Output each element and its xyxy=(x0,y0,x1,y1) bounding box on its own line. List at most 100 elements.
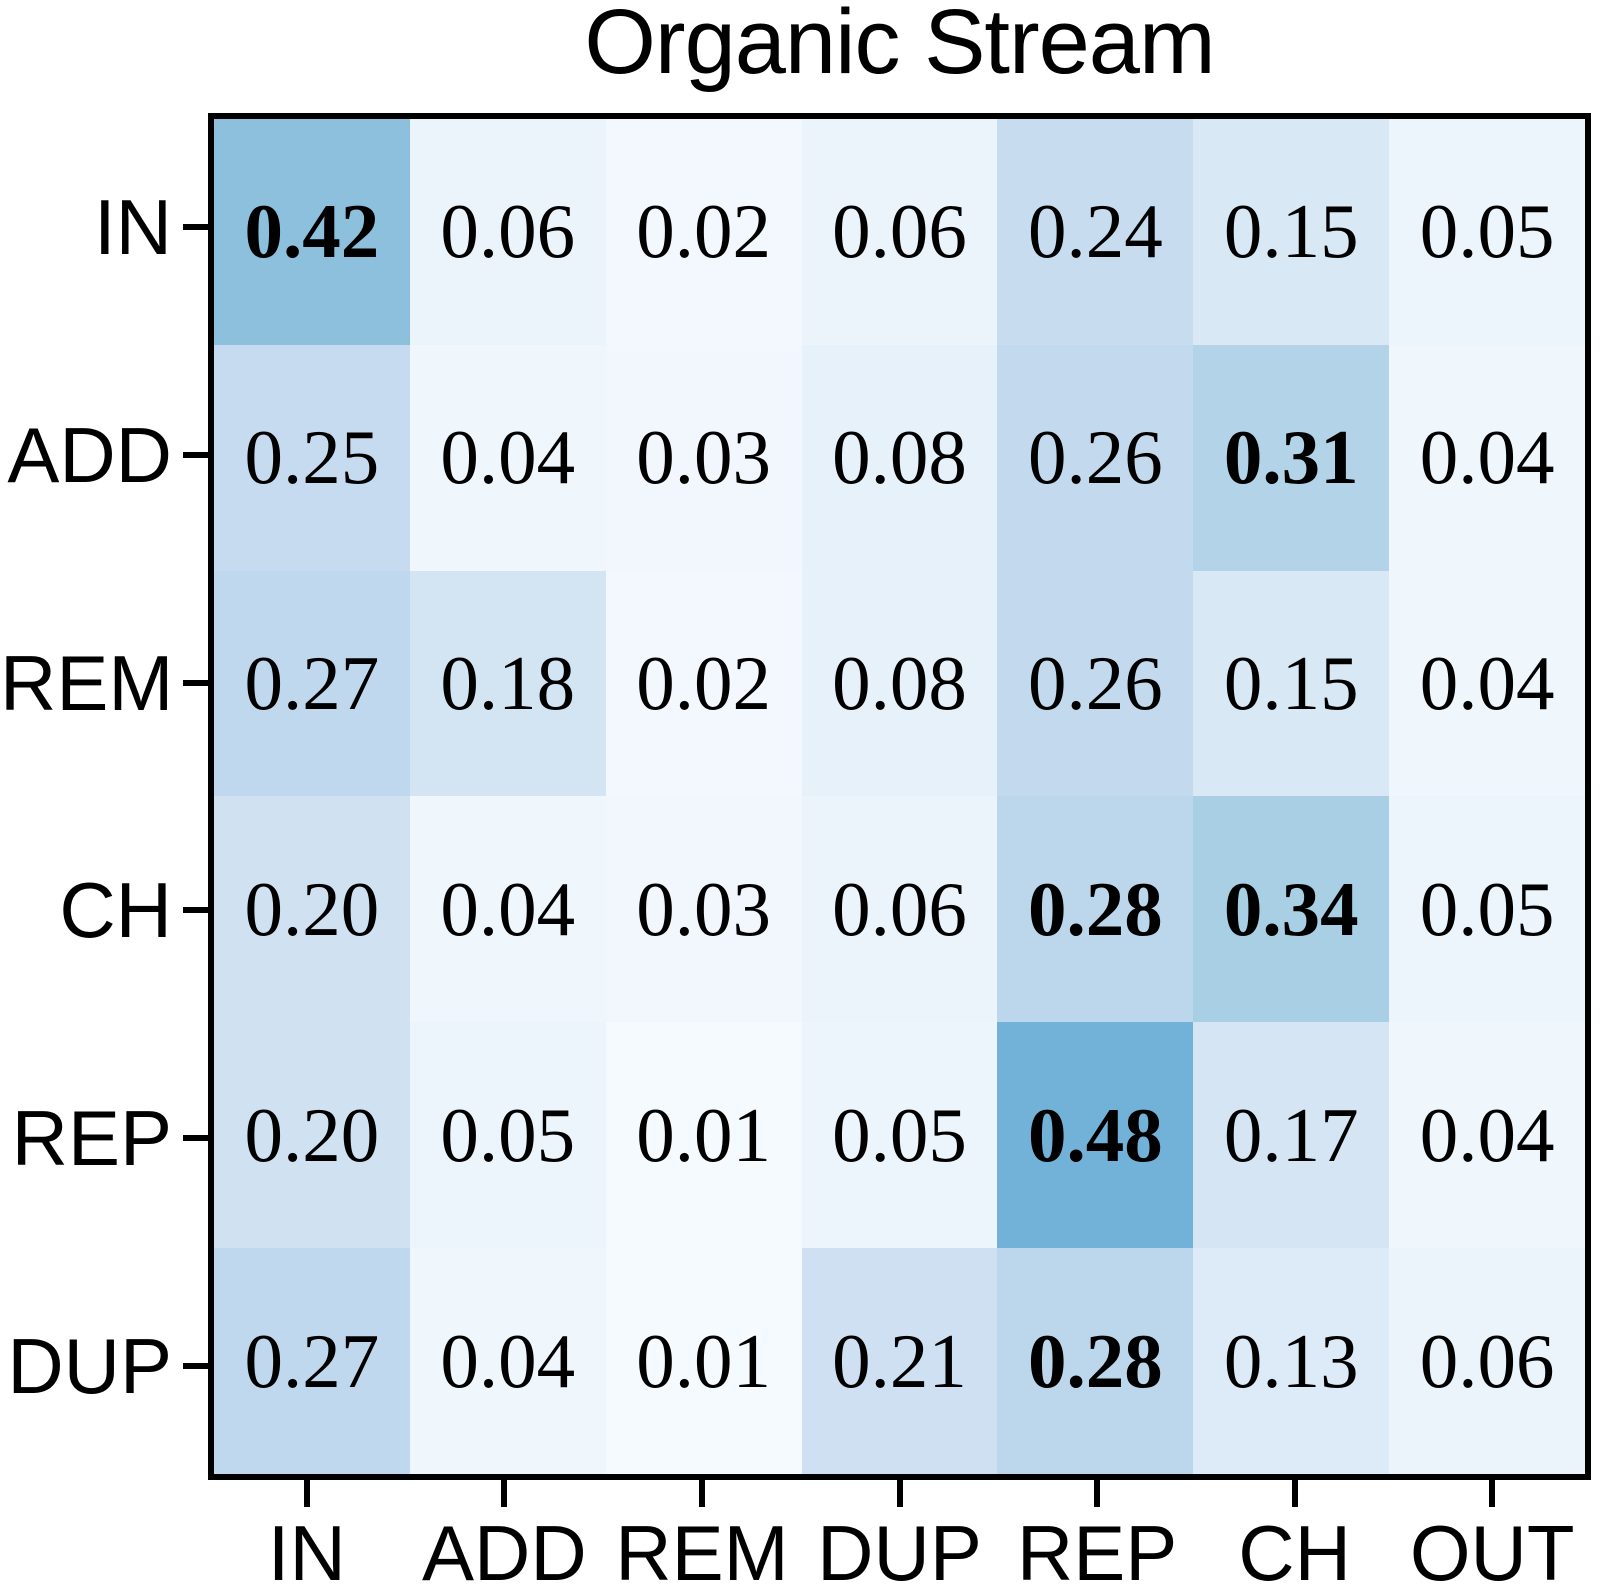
cell-value: 0.05 xyxy=(1419,865,1555,952)
cell-value: 0.04 xyxy=(1419,1091,1555,1178)
cell-in-add: 0.06 xyxy=(409,119,606,345)
cell-value: 0.15 xyxy=(1223,640,1359,727)
cell-value: 0.17 xyxy=(1223,1091,1359,1178)
cell-value: 0.04 xyxy=(1419,640,1555,727)
cell-value: 0.03 xyxy=(636,414,771,501)
cell-dup-dup: 0.21 xyxy=(801,1248,998,1474)
cell-value: 0.04 xyxy=(440,414,576,501)
x-tick-label-ch: CH xyxy=(1238,1509,1351,1588)
y-tick-mark xyxy=(183,1135,208,1142)
cell-rem-rep: 0.26 xyxy=(997,570,1194,797)
cell-in-out: 0.05 xyxy=(1389,119,1585,345)
x-tick-label-add: ADD xyxy=(422,1509,587,1588)
x-tick-mark xyxy=(896,1477,903,1507)
cell-add-dup: 0.08 xyxy=(801,344,998,571)
cell-rem-in: 0.27 xyxy=(214,570,410,797)
cell-value: 0.08 xyxy=(832,414,967,501)
x-tick-mark xyxy=(501,1477,508,1507)
cell-add-out: 0.04 xyxy=(1389,344,1585,571)
y-tick-label-add: ADD xyxy=(7,410,172,499)
cell-add-add: 0.04 xyxy=(409,344,606,571)
cell-rep-add: 0.05 xyxy=(409,1022,606,1249)
cell-value: 0.20 xyxy=(244,1091,380,1178)
cell-ch-in: 0.20 xyxy=(214,796,410,1023)
cell-value: 0.25 xyxy=(244,414,380,501)
y-tick-label-rem: REM xyxy=(0,638,174,727)
cell-dup-in: 0.27 xyxy=(214,1248,410,1474)
cell-value: 0.21 xyxy=(832,1317,967,1404)
cell-dup-ch: 0.13 xyxy=(1193,1248,1390,1474)
cell-in-dup: 0.06 xyxy=(801,119,998,345)
cell-in-in: 0.42 xyxy=(214,119,410,345)
cell-value: 0.05 xyxy=(832,1091,967,1178)
cell-dup-add: 0.04 xyxy=(409,1248,606,1474)
cell-rep-rem: 0.01 xyxy=(605,1022,802,1249)
cell-add-in: 0.25 xyxy=(214,344,410,571)
cell-add-rep: 0.26 xyxy=(997,344,1194,571)
cell-in-ch: 0.15 xyxy=(1193,119,1390,345)
cell-in-rep: 0.24 xyxy=(997,119,1194,345)
cell-ch-dup: 0.06 xyxy=(801,796,998,1023)
cell-rem-ch: 0.15 xyxy=(1193,570,1390,797)
cell-ch-ch: 0.34 xyxy=(1193,796,1390,1023)
cell-in-rem: 0.02 xyxy=(605,119,802,345)
cell-value: 0.02 xyxy=(636,188,771,275)
cell-value: 0.01 xyxy=(636,1317,771,1404)
cell-ch-add: 0.04 xyxy=(409,796,606,1023)
cell-ch-rem: 0.03 xyxy=(605,796,802,1023)
cell-value: 0.02 xyxy=(636,640,771,727)
cell-value: 0.20 xyxy=(244,865,380,952)
chart-title: Organic Stream xyxy=(584,0,1215,93)
cell-value: 0.01 xyxy=(636,1091,771,1178)
cell-dup-rem: 0.01 xyxy=(605,1248,802,1474)
cell-rep-rep: 0.48 xyxy=(997,1022,1194,1249)
cell-value: 0.31 xyxy=(1223,414,1359,501)
cell-value: 0.06 xyxy=(440,188,576,275)
cell-value: 0.04 xyxy=(440,865,576,952)
cell-rem-out: 0.04 xyxy=(1389,570,1585,797)
cell-value: 0.34 xyxy=(1223,865,1359,952)
x-tick-mark xyxy=(698,1477,705,1507)
cell-rem-add: 0.18 xyxy=(409,570,606,797)
cell-rem-dup: 0.08 xyxy=(801,570,998,797)
y-tick-label-ch: CH xyxy=(59,866,172,955)
cell-value: 0.27 xyxy=(244,1317,380,1404)
cell-value: 0.26 xyxy=(1027,640,1163,727)
x-tick-mark xyxy=(1094,1477,1101,1507)
cell-value: 0.28 xyxy=(1027,865,1163,952)
cell-rep-out: 0.04 xyxy=(1389,1022,1585,1249)
y-tick-mark xyxy=(183,1363,208,1370)
x-tick-label-dup: DUP xyxy=(817,1509,982,1588)
x-tick-mark xyxy=(1489,1477,1496,1507)
y-tick-mark xyxy=(183,907,208,914)
y-tick-mark xyxy=(183,451,208,458)
cell-value: 0.27 xyxy=(244,640,380,727)
cell-dup-rep: 0.28 xyxy=(997,1248,1194,1474)
x-tick-label-rem: REM xyxy=(615,1509,789,1588)
cell-value: 0.42 xyxy=(244,188,380,275)
cell-value: 0.06 xyxy=(832,865,967,952)
y-tick-label-in: IN xyxy=(94,182,172,271)
cell-value: 0.05 xyxy=(1419,188,1555,275)
x-tick-label-out: OUT xyxy=(1409,1509,1575,1588)
cell-value: 0.05 xyxy=(440,1091,576,1178)
cell-ch-out: 0.05 xyxy=(1389,796,1585,1023)
y-tick-mark xyxy=(183,679,208,686)
cell-value: 0.18 xyxy=(440,640,576,727)
cell-add-ch: 0.31 xyxy=(1193,344,1390,571)
y-tick-label-rep: REP xyxy=(11,1094,172,1183)
cell-rep-dup: 0.05 xyxy=(801,1022,998,1249)
heatmap-plot-area: 0.42 0.06 0.02 0.06 0.24 0.15 0.05 0.25 0.04 0.03… xyxy=(208,113,1591,1480)
x-tick-label-in: IN xyxy=(267,1509,346,1588)
cell-value: 0.15 xyxy=(1223,188,1359,275)
cell-value: 0.06 xyxy=(832,188,967,275)
cell-ch-rep: 0.28 xyxy=(997,796,1194,1023)
cell-value: 0.24 xyxy=(1027,188,1163,275)
cell-value: 0.04 xyxy=(440,1317,576,1404)
cell-value: 0.28 xyxy=(1027,1317,1163,1404)
y-tick-mark xyxy=(183,223,208,230)
cell-add-rem: 0.03 xyxy=(605,344,802,571)
cell-dup-out: 0.06 xyxy=(1389,1248,1585,1474)
cell-value: 0.13 xyxy=(1223,1317,1359,1404)
